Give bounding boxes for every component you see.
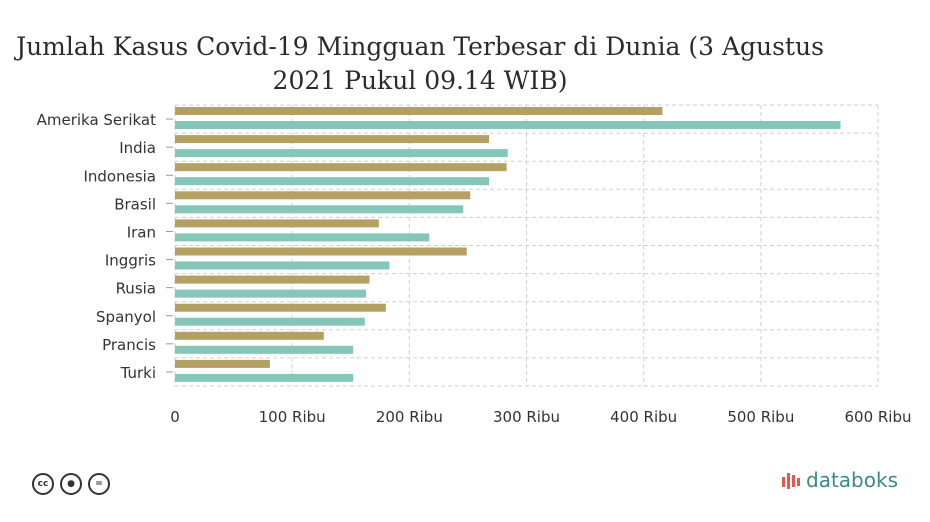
category-label: Rusia [116,280,156,298]
bar-series-2 [175,261,390,270]
x-tick-label: 100 Ribu [259,408,326,426]
bar-series-1 [175,163,507,172]
x-tick-label: 300 Ribu [493,408,560,426]
x-tick-label: 600 Ribu [844,408,911,426]
bar-series-2 [175,317,365,326]
bar-series-1 [175,331,324,340]
brand-name: databoks [806,468,898,492]
bar-series-2 [175,373,354,382]
x-tick-label: 400 Ribu [610,408,677,426]
category-label: Brasil [114,195,156,213]
category-label: India [119,139,156,157]
bar-series-1 [175,135,490,144]
by-icon: ● [60,473,82,495]
bar-series-1 [175,107,663,115]
x-tick-label: 0 [170,408,180,426]
bar-series-2 [175,121,841,129]
bar-series-1 [175,303,386,312]
category-label: Amerika Serikat [37,111,157,129]
bar-series-2 [175,233,430,242]
bar-series-1 [175,219,379,228]
category-label: Inggris [105,252,156,270]
bar-series-2 [175,289,366,298]
x-tick-label: 500 Ribu [727,408,794,426]
bar-series-2 [175,205,464,214]
databoks-logo-icon [782,473,800,489]
category-label: Spanyol [96,308,156,326]
bar-series-2 [175,177,490,186]
brand-logo: databoks [780,468,898,492]
category-label: Turki [120,364,156,382]
bar-series-2 [175,149,508,158]
category-label: Indonesia [83,167,156,185]
category-label: Iran [127,223,156,241]
x-tick-label: 200 Ribu [376,408,443,426]
bar-series-1 [175,247,467,256]
bar-series-2 [175,345,354,354]
cc-icon: cc [32,473,54,495]
license-icons: cc ● = [32,473,110,495]
bar-series-1 [175,275,370,284]
chart-title: Jumlah Kasus Covid-19 Mingguan Terbesar … [16,32,824,95]
nd-icon: = [88,473,110,495]
bar-series-1 [175,191,471,200]
bar-series-1 [175,359,270,368]
category-label: Prancis [102,336,156,354]
